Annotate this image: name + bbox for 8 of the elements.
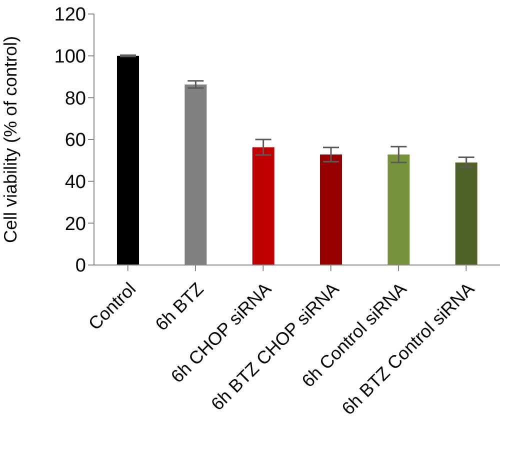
y-tick-label: 80 <box>64 88 86 110</box>
y-tick-label: 20 <box>64 214 86 235</box>
y-tick-label: 120 <box>54 4 86 26</box>
y-tick-label: 0 <box>75 256 86 277</box>
y-tick-label: 40 <box>64 172 86 194</box>
y-axis-title: Cell viability (% of control) <box>0 36 20 244</box>
y-tick-label: 100 <box>54 46 86 68</box>
y-tick-label: 60 <box>64 130 86 152</box>
